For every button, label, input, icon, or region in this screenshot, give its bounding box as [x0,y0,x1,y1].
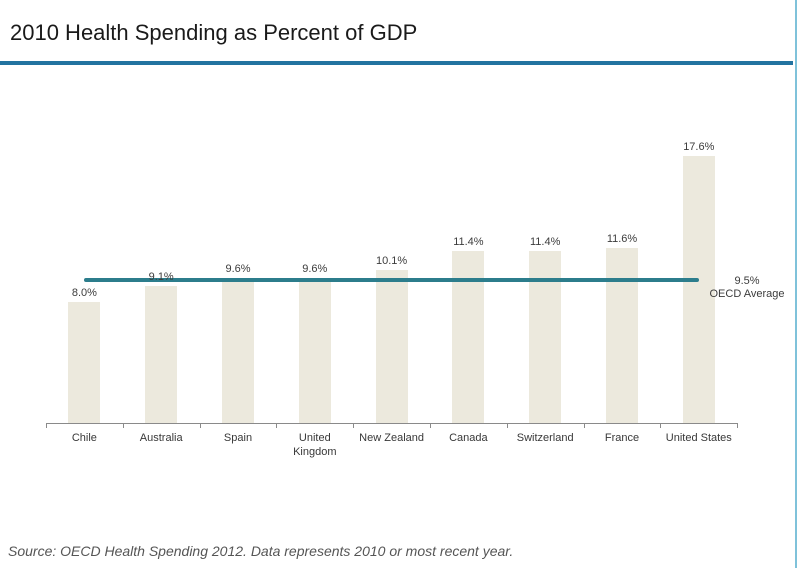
bar [375,270,408,424]
bar-value-label: 8.0% [71,287,97,300]
right-border [795,0,797,568]
bar-value-label: 9.6% [302,263,328,276]
x-axis [46,423,738,424]
bar [529,250,562,424]
axis-tick [353,423,355,428]
bar [68,302,101,424]
bar-value-label: 9.6% [225,263,251,276]
bar-value-label: 11.4% [530,235,561,248]
bar [682,156,715,424]
category-label: France [604,432,640,444]
bar [298,278,331,424]
bar-value-label: 11.6% [606,232,638,245]
category-label: United Kingdom [293,432,337,458]
axis-tick [122,423,124,428]
category-label: New Zealand [359,432,424,444]
category-label: Spain [223,432,253,444]
axis-tick [430,423,431,428]
oecd-average-line [84,277,699,282]
category-label: Chile [71,432,97,444]
oecd-average-text: OECD Average [709,288,785,300]
source-note: Source: OECD Health Spending 2012. Data … [8,543,514,559]
axis-tick [506,423,508,428]
bar [606,247,638,424]
axis-tick [46,423,47,428]
oecd-average-label: 9.5% OECD Average [700,275,794,301]
axis-tick [276,423,278,428]
oecd-average-value: 9.5% [734,275,760,287]
axis-tick [737,423,739,428]
bar [145,285,178,424]
bar-value-label: 17.6% [683,141,715,154]
axis-tick [660,423,662,428]
axis-tick [199,423,201,428]
bar-value-label: 10.1% [375,255,408,268]
bar-value-label: 11.4% [453,235,484,248]
bar [222,278,254,424]
category-label: Switzerland [516,432,574,444]
title-rule [0,61,793,65]
category-label: Australia [139,432,183,444]
axis-tick [583,423,585,428]
bar-value-label: 9.1% [148,270,174,283]
category-label: Canada [449,432,488,444]
bar [452,250,485,424]
category-label: United States [665,432,732,444]
page-title: 2010 Health Spending as Percent of GDP [10,20,418,45]
